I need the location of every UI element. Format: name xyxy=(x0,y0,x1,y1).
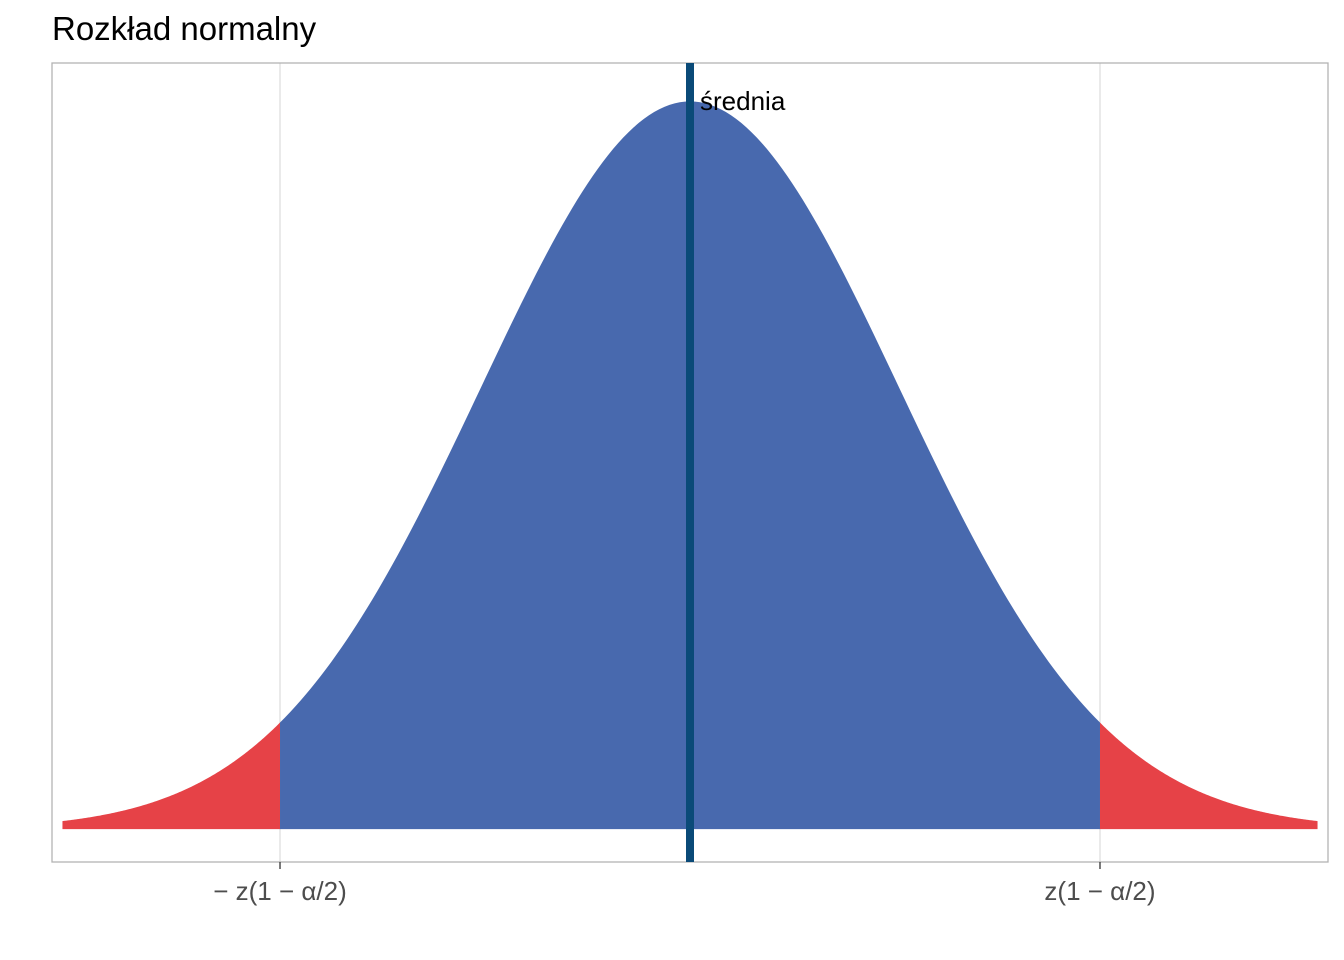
chart-title: Rozkład normalny xyxy=(52,10,317,47)
region-lower-tail xyxy=(62,722,281,830)
x-tick-label-1: − z(1 − α/2) xyxy=(213,876,347,906)
x-tick-label-2: z(1 − α/2) xyxy=(1044,876,1155,906)
region-upper-tail xyxy=(1099,722,1318,830)
mean-label: średnia xyxy=(700,86,786,116)
